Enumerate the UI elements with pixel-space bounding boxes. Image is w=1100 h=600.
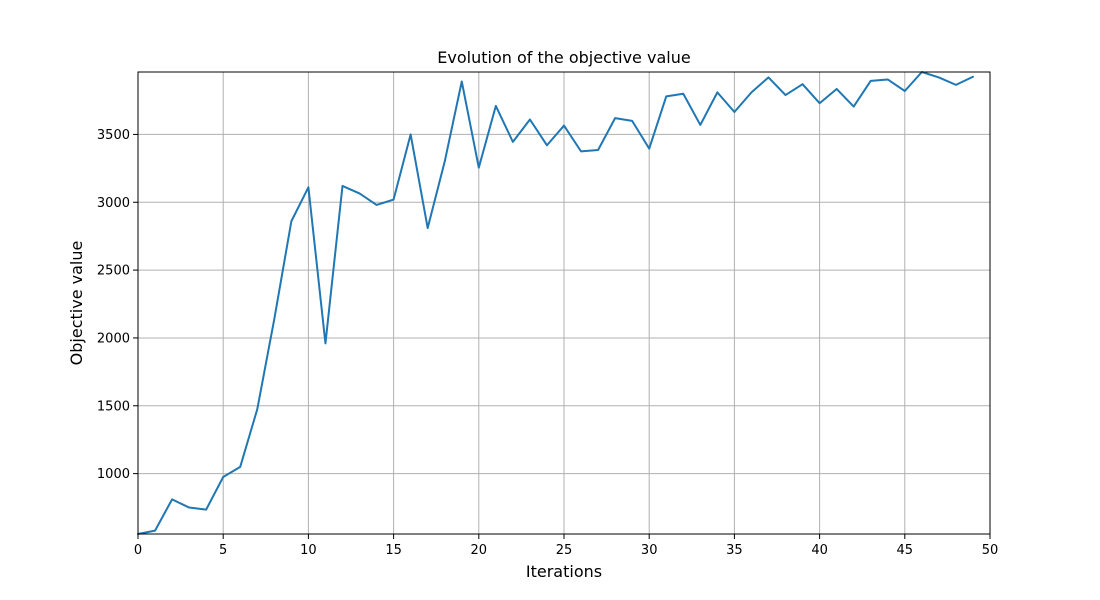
x-tick-label: 40 xyxy=(811,543,828,558)
x-tick-label: 25 xyxy=(556,543,573,558)
plot-area xyxy=(137,71,974,535)
y-tick-label: 1500 xyxy=(97,399,130,414)
x-tick-label: 50 xyxy=(982,543,999,558)
x-tick-label: 45 xyxy=(897,543,914,558)
grid xyxy=(137,72,991,534)
y-tick-label: 2500 xyxy=(97,264,130,279)
x-tick-label: 0 xyxy=(134,543,142,558)
y-tick-label: 1000 xyxy=(97,467,130,482)
x-tick-label: 10 xyxy=(300,543,317,558)
x-tick-label: 5 xyxy=(219,543,227,558)
x-tick-label: 15 xyxy=(385,543,402,558)
x-tick-label: 35 xyxy=(726,543,743,558)
y-tick-label: 3500 xyxy=(97,128,130,143)
axis-ticks: 0 5 10 15 20 25 30 35 40 45 50 1000 1500 2000 2500 3000… xyxy=(97,128,998,558)
x-axis-label: Iterations xyxy=(526,562,602,581)
x-tick-label: 30 xyxy=(641,543,658,558)
y-tick-label: 3000 xyxy=(97,196,130,211)
series-line xyxy=(137,71,974,535)
chart-title: Evolution of the objective value xyxy=(437,48,690,67)
y-tick-label: 2000 xyxy=(97,331,130,346)
y-axis-label: Objective value xyxy=(67,241,86,366)
x-tick-label: 20 xyxy=(471,543,488,558)
